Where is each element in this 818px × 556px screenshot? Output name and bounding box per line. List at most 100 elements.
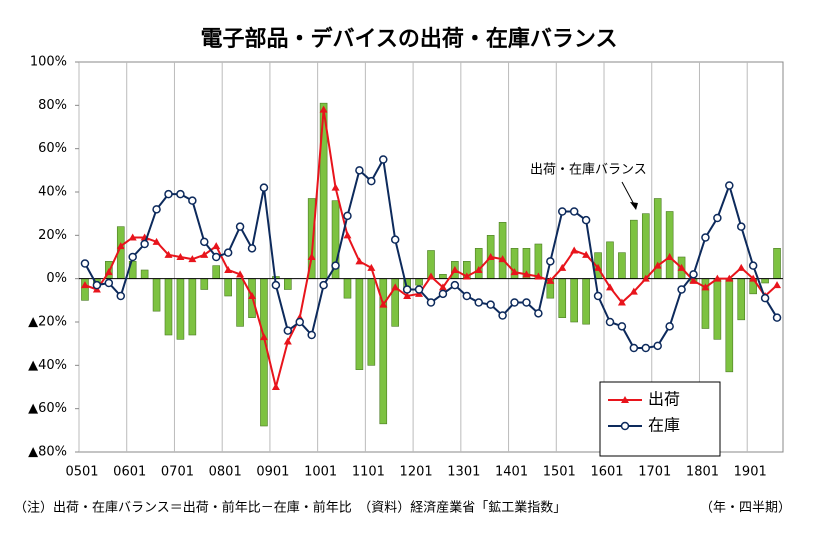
marker [259, 333, 268, 341]
legend-label: 出荷 [648, 390, 680, 409]
marker [737, 263, 746, 271]
x-tick-label: 1201 [400, 465, 433, 480]
bar [224, 278, 232, 297]
marker [307, 330, 316, 340]
legend-marker [621, 396, 629, 403]
marker [474, 298, 483, 307]
marker [594, 263, 603, 271]
marker [558, 263, 567, 271]
bar [284, 278, 292, 290]
bar [582, 278, 590, 325]
bar [188, 278, 197, 336]
bar [355, 278, 364, 370]
bar [498, 222, 507, 279]
marker [152, 205, 161, 214]
bar [474, 248, 483, 279]
marker [343, 231, 352, 239]
marker [271, 383, 280, 390]
bar [630, 219, 638, 279]
marker [283, 337, 292, 345]
marker [450, 280, 460, 290]
marker [701, 283, 710, 291]
marker [343, 211, 352, 221]
marker [92, 280, 102, 290]
marker [653, 341, 662, 351]
marker [236, 270, 245, 278]
marker [223, 248, 233, 257]
bar [415, 278, 423, 286]
marker [176, 189, 185, 199]
bar [164, 278, 173, 336]
bar [773, 248, 781, 279]
marker [486, 253, 495, 260]
bar [236, 278, 244, 327]
marker [665, 322, 674, 331]
marker [617, 322, 627, 331]
x-tick-label: 1801 [686, 465, 719, 480]
bar [737, 278, 746, 321]
marker [379, 155, 388, 164]
y-tick-label: 20% [38, 228, 67, 243]
y-tick-label: 80% [38, 98, 67, 113]
marker [760, 293, 770, 303]
bar [641, 213, 650, 279]
bar [439, 274, 447, 279]
marker [462, 291, 472, 301]
y-tick-label: ▲80% [28, 445, 67, 460]
marker [462, 272, 471, 280]
marker [140, 239, 149, 249]
marker [677, 285, 686, 294]
marker [641, 343, 651, 353]
marker [689, 270, 698, 279]
legend-marker [620, 421, 630, 431]
marker [486, 300, 495, 309]
marker [725, 274, 734, 282]
marker [713, 213, 722, 223]
marker [438, 283, 447, 291]
marker [176, 253, 185, 260]
marker [510, 268, 519, 276]
marker [665, 253, 674, 260]
marker [677, 263, 686, 271]
marker [128, 233, 137, 241]
marker [355, 166, 364, 175]
marker [367, 263, 376, 271]
marker [593, 291, 603, 301]
marker [569, 207, 579, 216]
y-tick-label: ▲20% [28, 315, 67, 330]
bar [140, 269, 149, 279]
footnote: （注）出荷・在庫バランス＝出荷・前年比－在庫・前年比 （資料）経済産業省「鉱工業… [14, 500, 566, 516]
marker [224, 266, 233, 273]
x-tick-label: 1601 [590, 465, 623, 480]
marker [116, 242, 125, 250]
marker [629, 343, 639, 353]
marker [605, 317, 615, 327]
marker [474, 266, 483, 273]
marker [116, 291, 126, 301]
marker [331, 183, 340, 191]
bar [212, 265, 221, 279]
marker [188, 196, 197, 205]
x-tick-label: 0701 [161, 465, 194, 480]
marker [283, 326, 293, 335]
marker [534, 272, 543, 280]
marker [438, 289, 448, 299]
marker [307, 253, 316, 260]
marker [211, 252, 221, 262]
marker [426, 298, 436, 307]
arrow-head [630, 202, 638, 210]
bar [618, 252, 626, 279]
marker [331, 261, 340, 270]
bar [665, 211, 674, 279]
bar [570, 278, 578, 323]
marker [546, 276, 555, 284]
marker [104, 268, 113, 276]
marker [379, 300, 388, 308]
x-tick-label: 1101 [352, 465, 385, 480]
x-tick-label: 1001 [304, 465, 337, 480]
marker [736, 222, 746, 231]
marker [546, 257, 555, 266]
marker [522, 298, 531, 307]
annotation: 出荷・在庫バランス [530, 163, 647, 178]
marker [701, 233, 710, 242]
